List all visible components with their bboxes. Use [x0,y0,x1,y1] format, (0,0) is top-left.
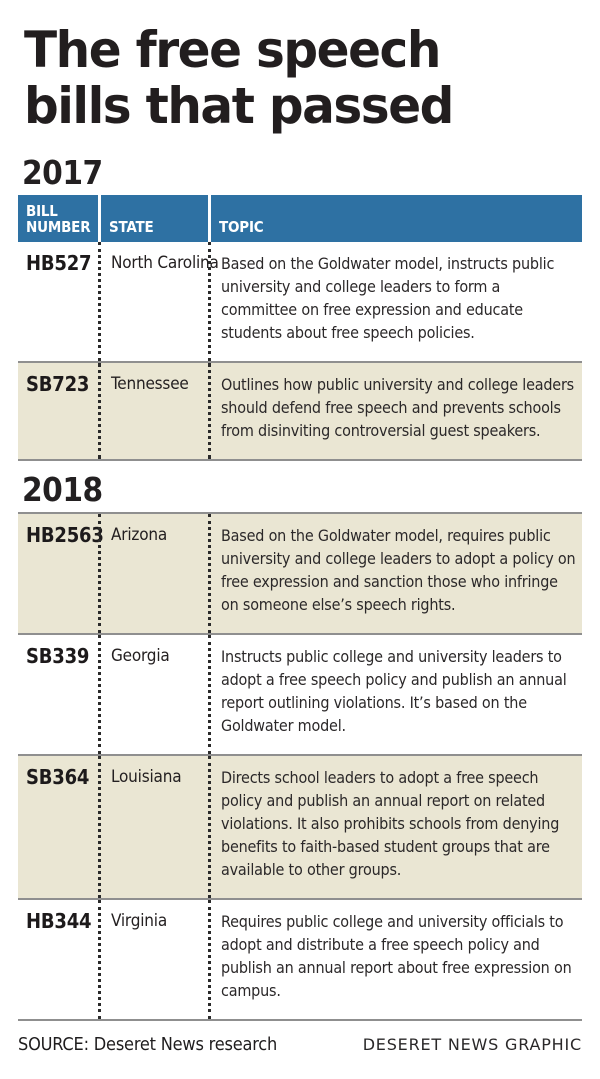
bills-table-2017: BILL NUMBER STATE TOPIC HB527 North Caro… [18,195,582,461]
bill-topic: Based on the Goldwater model, instructs … [208,242,582,361]
bill-number: HB344 [26,909,92,933]
column-header-topic: TOPIC [208,195,582,242]
table-row: SB723 Tennessee Outlines how public univ… [18,361,582,459]
graphic-credit: DESERET NEWS GRAPHIC [362,1035,582,1054]
page-title-line-2: bills that passed [24,77,454,135]
section-heading-2018: 2018 [22,470,103,509]
column-header-bill-number: BILL NUMBER [26,202,91,236]
bill-state: Tennessee [98,363,208,459]
table-row: HB2563 Arizona Based on the Goldwater mo… [18,512,582,633]
bill-state: Georgia [98,635,208,754]
bill-number: HB2563 [26,523,104,547]
bills-table-2018: HB2563 Arizona Based on the Goldwater mo… [18,512,582,1021]
bill-state: North Carolina [98,242,219,361]
page-title-line-1: The free speech [24,21,441,79]
bill-number: SB723 [26,372,90,396]
section-heading-2017: 2017 [22,153,103,192]
bill-number: SB339 [26,644,90,668]
table-row: SB364 Louisiana Directs school leaders t… [18,754,582,898]
table-header-row: BILL NUMBER STATE TOPIC [18,195,582,242]
table-row: SB339 Georgia Instructs public college a… [18,633,582,754]
bill-topic: Based on the Goldwater model, requires p… [208,514,582,633]
bill-state: Virginia [98,900,208,1019]
table-row: HB344 Virginia Requires public college a… [18,898,582,1019]
footer: SOURCE: Deseret News research DESERET NE… [18,1034,582,1055]
bill-topic: Directs school leaders to adopt a free s… [208,756,582,898]
page-title: The free speech bills that passed [24,22,565,134]
bill-state: Louisiana [98,756,208,898]
bill-state: Arizona [98,514,208,633]
source-credit: SOURCE: Deseret News research [18,1034,278,1055]
column-header-state: STATE [98,195,208,242]
bill-number: SB364 [26,765,90,789]
bill-topic: Requires public college and university o… [208,900,582,1019]
bill-number: HB527 [26,251,92,275]
bill-topic: Instructs public college and university … [208,635,582,754]
table-row: HB527 North Carolina Based on the Goldwa… [18,242,582,361]
bill-topic: Outlines how public university and colle… [208,363,582,459]
